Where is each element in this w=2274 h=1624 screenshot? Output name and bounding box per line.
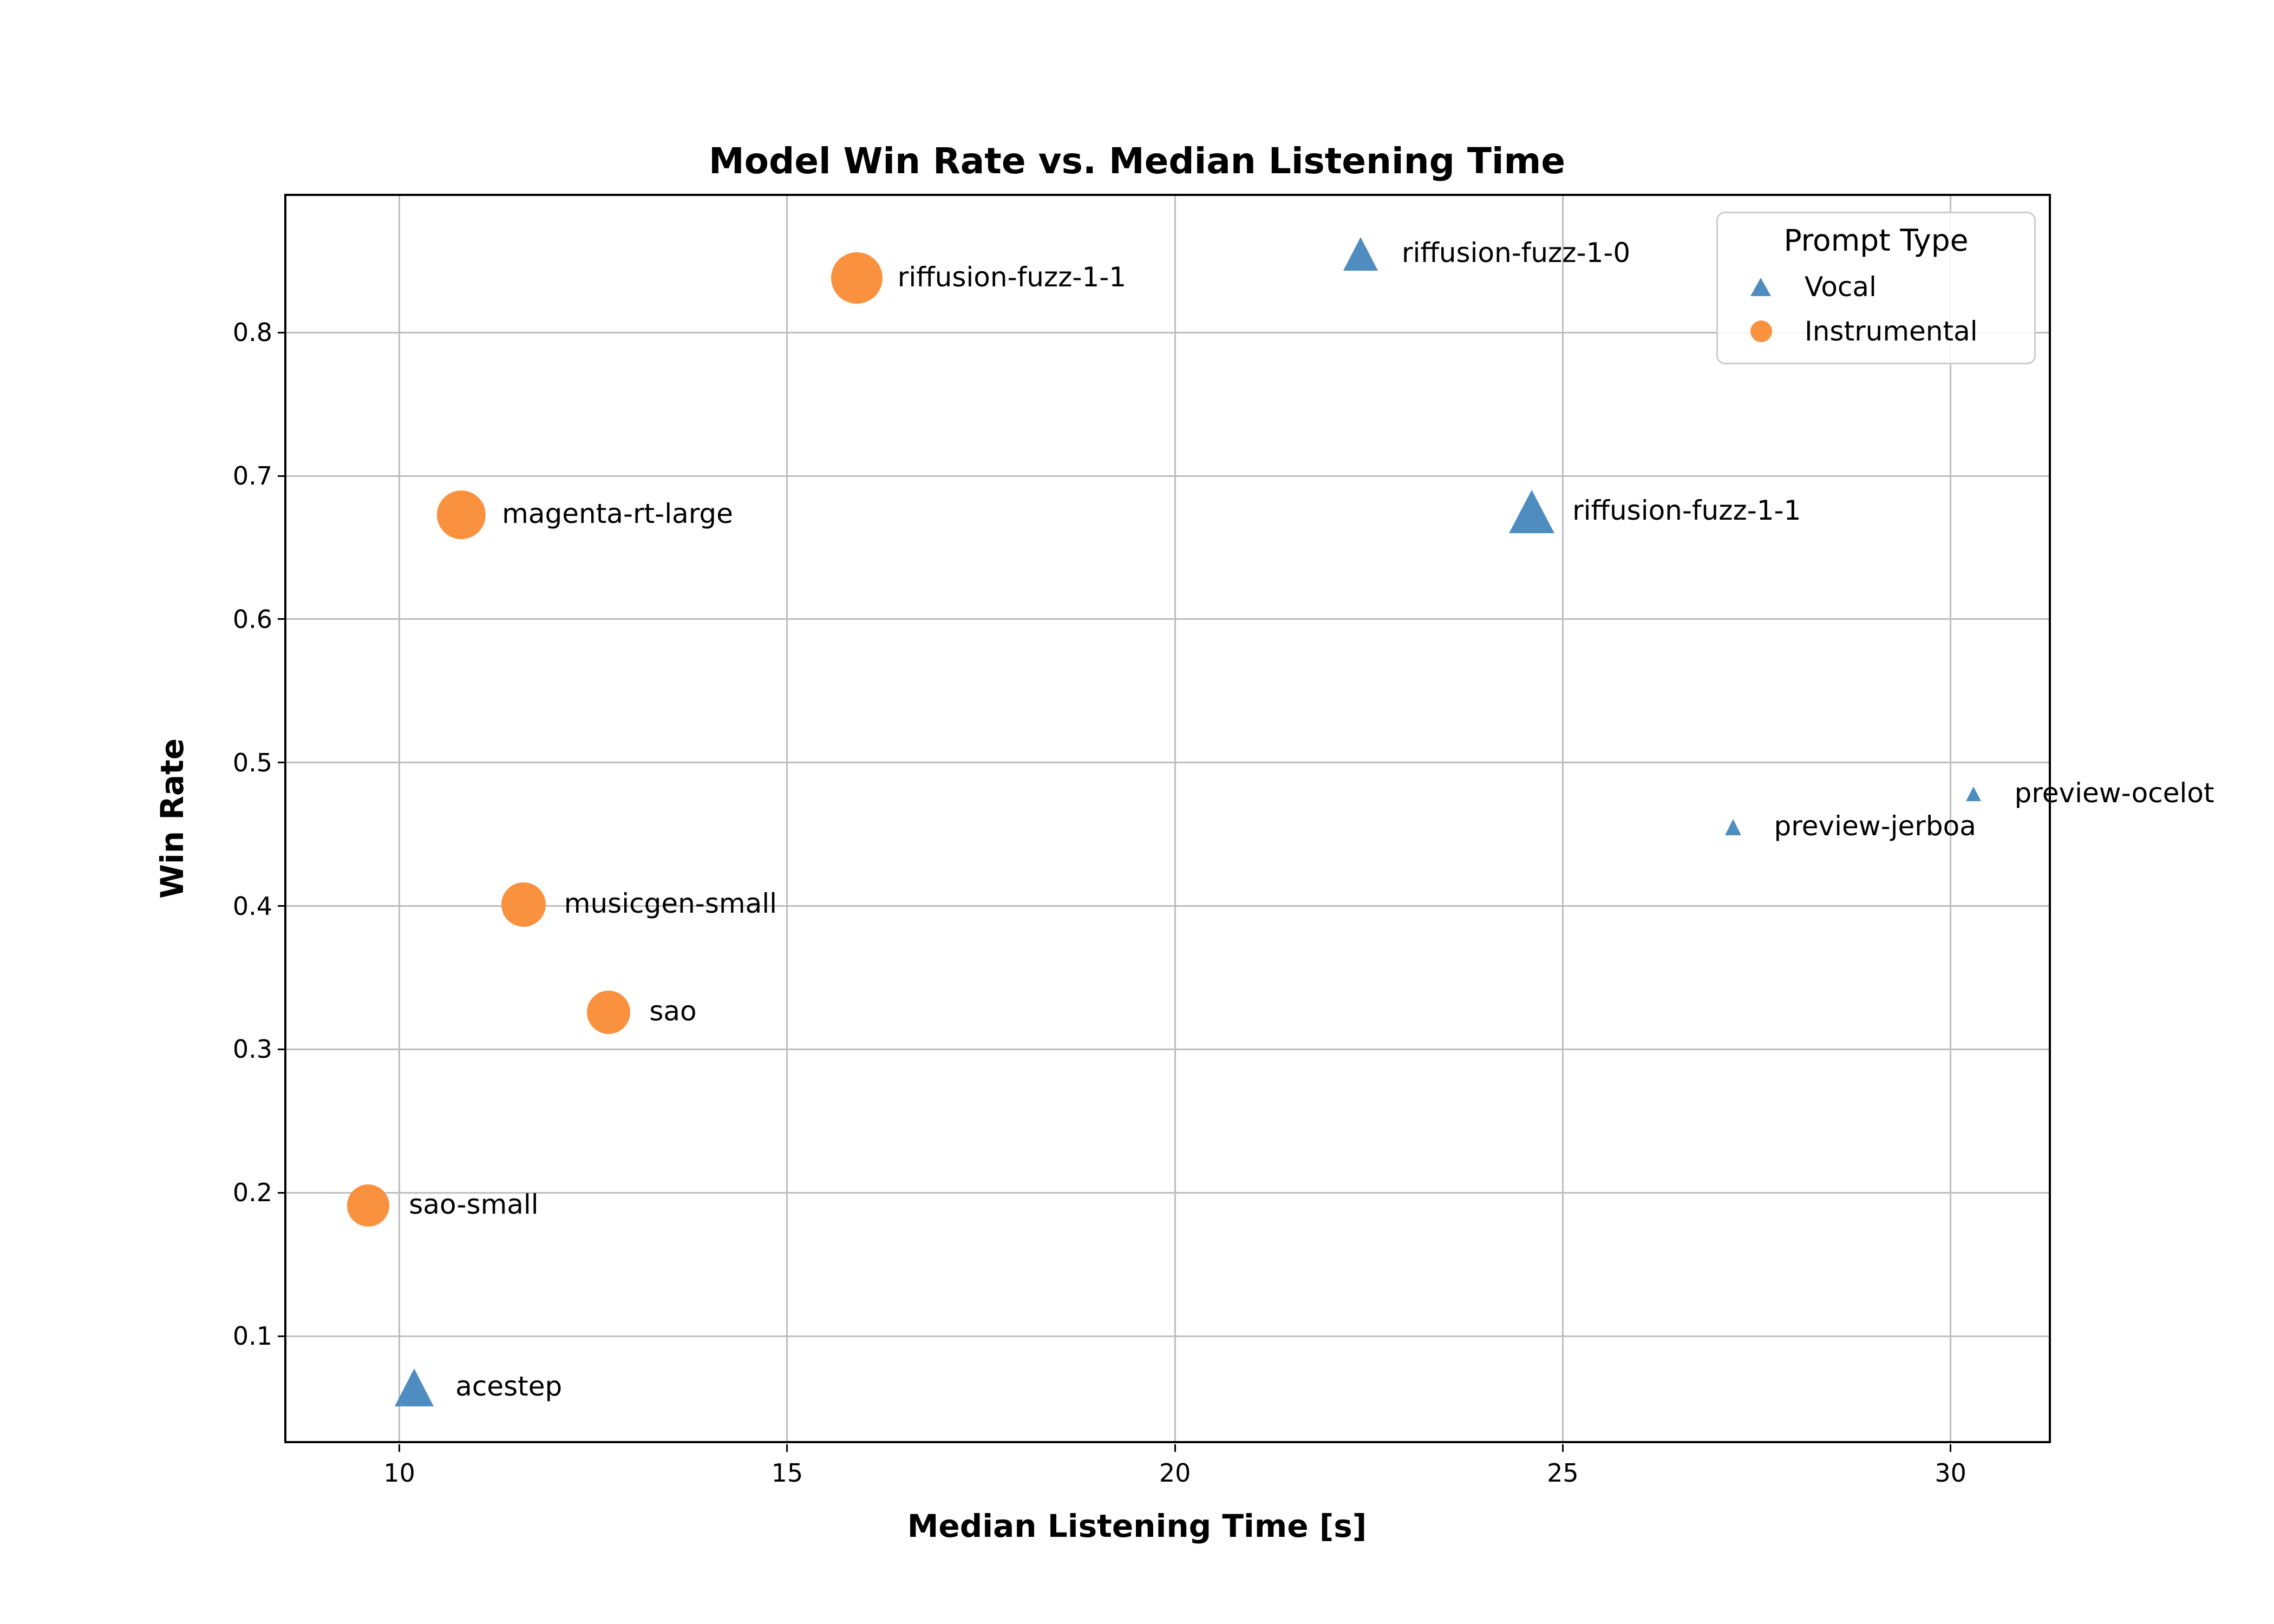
data-point-preview-jerboa <box>1724 818 1741 835</box>
legend: Prompt Type Vocal Instrumental <box>1716 212 2036 364</box>
gridline-y-0.1 <box>286 1335 2049 1337</box>
x-axis-label: Median Listening Time [s] <box>907 1508 1367 1544</box>
tick-label-y-0.1: 0.1 <box>232 1321 272 1351</box>
annotation-sao: sao <box>649 995 697 1027</box>
tick-x-10 <box>398 1444 401 1452</box>
tick-label-x-20: 20 <box>1159 1458 1191 1488</box>
data-point-preview-ocelot <box>1966 787 1982 802</box>
legend-item-instrumental: Instrumental <box>1718 310 2034 353</box>
legend-item-vocal: Vocal <box>1718 265 2034 309</box>
gridline-y-0.5 <box>286 762 2049 764</box>
legend-item-label: Instrumental <box>1805 316 1978 347</box>
tick-label-x-15: 15 <box>771 1458 803 1488</box>
annotation-preview-ocelot: preview-ocelot <box>2014 777 2214 809</box>
gridline-x-30 <box>1950 196 1952 1441</box>
tick-label-y-0.8: 0.8 <box>232 318 272 348</box>
data-point-riffusion-fuzz-1-1 <box>831 252 883 304</box>
annotation-riffusion-fuzz-1-1: riffusion-fuzz-1-1 <box>1572 495 1801 527</box>
gridline-y-0.6 <box>286 618 2049 620</box>
data-point-magenta-rt-large <box>437 490 486 539</box>
tick-y-0.4 <box>278 905 285 907</box>
tick-label-x-10: 10 <box>383 1458 415 1488</box>
chart-title: Model Win Rate vs. Median Listening Time <box>708 140 1566 182</box>
gridline-y-0.3 <box>286 1048 2049 1050</box>
gridline-x-25 <box>1561 196 1564 1441</box>
gridline-y-0.4 <box>286 905 2049 907</box>
data-point-musicgen-small <box>501 882 546 927</box>
tick-y-0.8 <box>278 331 285 333</box>
y-axis-label: Win Rate <box>154 738 191 899</box>
annotation-preview-jerboa: preview-jerboa <box>1774 810 1976 842</box>
data-point-riffusion-fuzz-1-0 <box>1343 237 1378 271</box>
instrumental-circle-icon <box>1750 320 1772 342</box>
tick-label-y-0.4: 0.4 <box>232 891 272 921</box>
annotation-riffusion-fuzz-1-0: riffusion-fuzz-1-0 <box>1401 237 1631 269</box>
tick-label-x-30: 30 <box>1935 1458 1966 1488</box>
tick-y-0.1 <box>278 1335 285 1337</box>
data-point-sao-small <box>347 1184 390 1227</box>
tick-x-15 <box>786 1444 788 1452</box>
annotation-riffusion-fuzz-1-1: riffusion-fuzz-1-1 <box>897 261 1127 293</box>
annotation-acestep: acestep <box>455 1371 563 1403</box>
tick-label-y-0.3: 0.3 <box>232 1034 272 1064</box>
gridline-y-0.7 <box>286 475 2049 477</box>
tick-label-y-0.7: 0.7 <box>232 461 272 491</box>
tick-label-y-0.6: 0.6 <box>232 604 272 634</box>
legend-item-label: Vocal <box>1805 271 1877 303</box>
annotation-magenta-rt-large: magenta-rt-large <box>502 497 733 529</box>
gridline-x-10 <box>398 196 401 1441</box>
tick-label-y-0.2: 0.2 <box>232 1178 272 1208</box>
tick-label-y-0.5: 0.5 <box>232 748 272 777</box>
tick-y-0.5 <box>278 762 285 764</box>
tick-y-0.3 <box>278 1048 285 1050</box>
tick-label-x-25: 25 <box>1547 1458 1579 1488</box>
gridline-y-0.2 <box>286 1191 2049 1194</box>
tick-x-30 <box>1950 1444 1952 1452</box>
gridline-y-0.8 <box>286 331 2049 333</box>
gridline-x-20 <box>1174 196 1176 1441</box>
annotation-musicgen-small: musicgen-small <box>564 887 777 919</box>
data-point-acestep <box>395 1368 434 1407</box>
gridline-x-15 <box>786 196 788 1441</box>
tick-x-20 <box>1174 1444 1176 1452</box>
data-point-sao <box>587 990 631 1034</box>
legend-title: Prompt Type <box>1783 223 1969 258</box>
tick-y-0.2 <box>278 1191 285 1194</box>
vocal-triangle-icon <box>1750 278 1771 296</box>
data-point-riffusion-fuzz-1-1 <box>1509 490 1555 534</box>
annotation-sao-small: sao-small <box>409 1189 539 1221</box>
tick-y-0.7 <box>278 475 285 477</box>
tick-x-25 <box>1561 1444 1564 1452</box>
tick-y-0.6 <box>278 618 285 620</box>
